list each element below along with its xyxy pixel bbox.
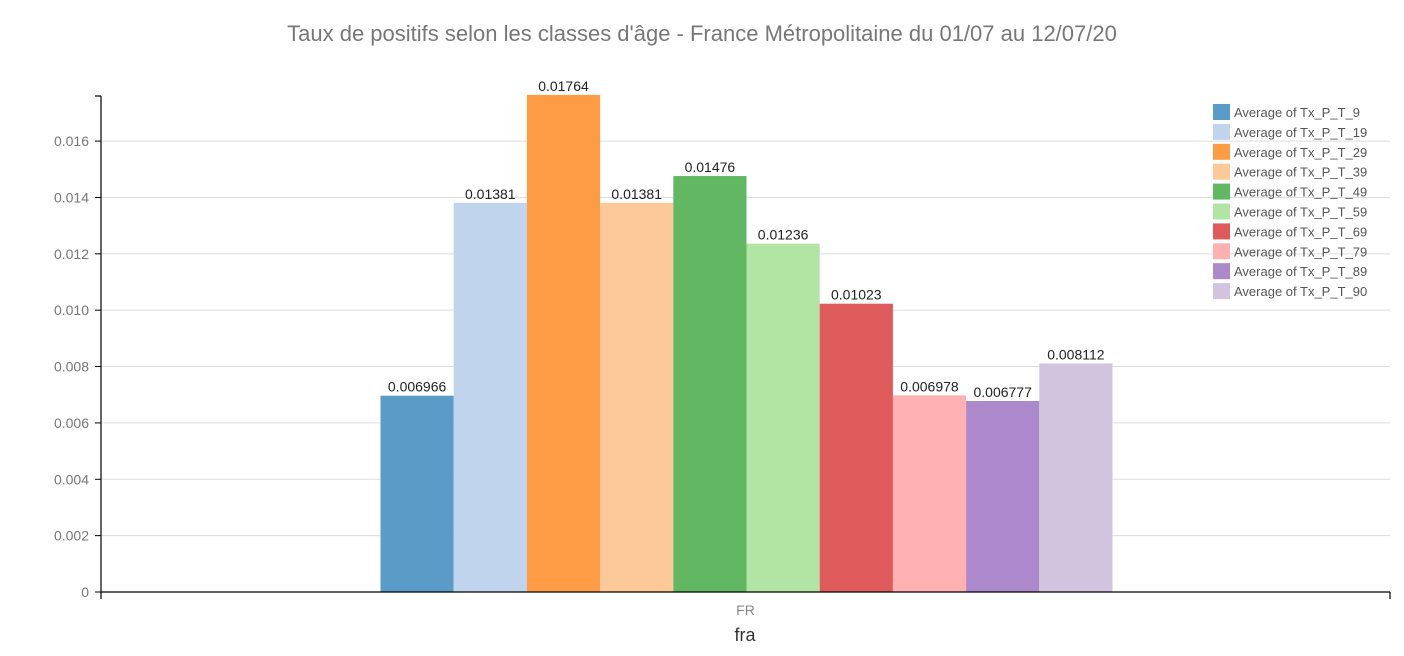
bar-data-label: 0.01381 [611, 186, 662, 202]
x-axis-ticks: FR [736, 602, 755, 618]
x-tick-label: FR [736, 602, 755, 618]
y-tick-label: 0.006 [54, 415, 89, 431]
bar [453, 202, 527, 593]
y-tick-label: 0.016 [54, 133, 89, 149]
bar [600, 202, 674, 593]
bar [526, 94, 601, 592]
x-axis-label: fra [734, 625, 756, 645]
bars [380, 94, 1113, 593]
legend-entry: Average of Tx_P_T_69 [1234, 224, 1367, 239]
bar [819, 303, 893, 592]
y-tick-label: 0.008 [54, 359, 89, 375]
bar [673, 176, 747, 592]
y-axis-ticks: 0 0.002 0.004 0.006 0.008 0.010 0.012 0.014 0.01… [54, 133, 101, 600]
legend-swatch [1213, 203, 1230, 220]
y-tick-label: 0 [81, 584, 89, 600]
y-tick-label: 0.004 [54, 471, 89, 487]
legend-swatch [1213, 143, 1230, 160]
y-tick-label: 0.002 [54, 528, 89, 544]
bar [1039, 363, 1113, 592]
legend-entry: Average of Tx_P_T_29 [1234, 145, 1367, 160]
bar [380, 395, 454, 592]
legend-swatch [1213, 283, 1230, 300]
chart-title: Taux de positifs selon les classes d'âge… [287, 21, 1117, 46]
bar-data-label: 0.008112 [1047, 346, 1105, 362]
y-tick-label: 0.010 [54, 302, 89, 318]
legend-swatch [1213, 123, 1230, 140]
bar-data-label: 0.01236 [758, 227, 809, 243]
legend-swatch [1213, 243, 1230, 260]
legend: Average of Tx_P_T_9 Average of Tx_P_T_19 A… [1213, 104, 1367, 300]
bar [746, 243, 820, 592]
bar [966, 401, 1040, 592]
legend-swatch [1213, 163, 1230, 180]
bar-data-label: 0.01381 [465, 186, 516, 202]
axes [95, 95, 1391, 599]
legend-entry: Average of Tx_P_T_39 [1234, 165, 1367, 180]
y-tick-label: 0.014 [54, 189, 89, 205]
bar-data-label: 0.01023 [831, 287, 882, 303]
legend-entry: Average of Tx_P_T_89 [1234, 264, 1367, 279]
y-tick-label: 0.012 [54, 246, 89, 262]
bar-data-label: 0.006777 [973, 384, 1032, 400]
legend-swatch [1213, 223, 1230, 240]
data-labels: 0.006966 0.01381 0.01764 0.01381 0.01476 0.01… [388, 78, 1105, 400]
bar-data-label: 0.006978 [900, 378, 959, 394]
bar [892, 395, 967, 592]
bar-data-label: 0.01764 [538, 78, 589, 94]
legend-swatch [1213, 104, 1230, 120]
legend-entry: Average of Tx_P_T_59 [1234, 205, 1367, 220]
bar-data-label: 0.01476 [685, 159, 736, 175]
bar-data-label: 0.006966 [388, 379, 447, 395]
legend-swatch [1213, 263, 1230, 280]
legend-entry: Average of Tx_P_T_49 [1234, 185, 1367, 200]
legend-entry: Average of Tx_P_T_90 [1234, 284, 1367, 299]
legend-entry: Average of Tx_P_T_9 [1234, 105, 1360, 120]
legend-entry: Average of Tx_P_T_79 [1234, 244, 1367, 259]
legend-swatch [1213, 183, 1230, 200]
legend-entry: Average of Tx_P_T_19 [1234, 125, 1367, 140]
